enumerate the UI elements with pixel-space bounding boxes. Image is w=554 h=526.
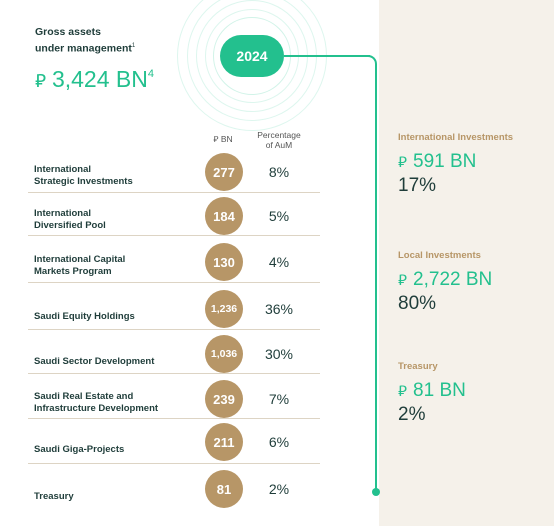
row-label-line2: Strategic Investments xyxy=(34,176,133,187)
footnote-marker: 1 xyxy=(131,43,136,49)
bn-value-circle: 1,036 xyxy=(205,335,243,373)
bn-value-circle: 81 xyxy=(205,470,243,508)
row-label: Saudi Real Estate and Infrastructure Deve… xyxy=(34,391,158,415)
row-label: Saudi Equity Holdings xyxy=(34,311,135,323)
gross-label-line2-wrap: under management1 xyxy=(35,39,135,56)
row-label-line1: International xyxy=(34,208,92,219)
row-label-line2: Diversified Pool xyxy=(34,220,106,231)
gross-label-line2: under management xyxy=(35,42,132,55)
row-label-line1: International xyxy=(34,164,92,175)
bn-value-circle: 184 xyxy=(205,197,243,235)
summary-value: ⃁ 81 BN xyxy=(398,380,466,402)
row-label-line1: Saudi Real Estate and xyxy=(34,391,134,402)
row-divider xyxy=(28,418,320,419)
gross-label-line1: Gross assets xyxy=(35,26,101,38)
bn-value-circle: 277 xyxy=(205,153,243,191)
summary-label: International Investments xyxy=(398,132,514,143)
percentage-value: 2% xyxy=(268,481,290,497)
footnote-marker: 4 xyxy=(147,68,154,80)
ring xyxy=(187,0,317,121)
connector-corner xyxy=(368,55,377,66)
row-divider xyxy=(28,282,320,283)
percentage-value: 36% xyxy=(264,301,294,317)
row-divider xyxy=(28,373,320,374)
bn-value-circle: 1,236 xyxy=(205,290,243,328)
percentage-value: 7% xyxy=(268,391,290,407)
row-label-line1: Saudi Equity Holdings xyxy=(34,311,135,322)
riyal-currency-icon: ⃁ xyxy=(213,134,219,144)
summary-value-amount: 591 BN xyxy=(413,151,477,172)
row-label: International Strategic Investments xyxy=(34,164,133,188)
row-label: International Capital Markets Program xyxy=(34,254,125,278)
riyal-currency-icon: ⃁ xyxy=(398,154,408,171)
row-label: Saudi Giga-Projects xyxy=(34,444,124,456)
summary-value: ⃁ 2,722 BN xyxy=(398,269,492,291)
row-label-line2: Markets Program xyxy=(34,266,112,277)
summary-label: Treasury xyxy=(398,361,438,372)
percentage-value: 30% xyxy=(264,346,294,362)
row-label-line1: Saudi Giga-Projects xyxy=(34,444,125,455)
bn-value-circle: 239 xyxy=(205,380,243,418)
year-badge: 2024 xyxy=(220,35,284,77)
summary-percentage: 2% xyxy=(398,404,426,425)
row-label-line1: Treasury xyxy=(34,491,74,502)
bn-value-circle: 130 xyxy=(205,243,243,281)
riyal-currency-icon: ⃁ xyxy=(398,383,408,400)
bn-value-circle: 211 xyxy=(205,423,243,461)
summary-value-amount: 2,722 BN xyxy=(413,269,493,290)
column-header-percentage: Percentage of AuM xyxy=(249,130,309,150)
row-divider xyxy=(28,192,320,193)
riyal-currency-icon: ⃁ xyxy=(35,70,46,91)
percentage-value: 5% xyxy=(268,208,290,224)
right-summary-panel xyxy=(379,0,554,526)
connector-line-vertical xyxy=(375,64,377,492)
row-label: Saudi Sector Development xyxy=(34,356,154,368)
gross-assets-value: ⃁ 3,424 BN4 xyxy=(35,66,154,93)
summary-value-amount: 81 BN xyxy=(413,380,466,401)
summary-percentage: 17% xyxy=(398,175,437,196)
summary-international: International Investments ⃁ 591 BN 17% xyxy=(398,132,513,197)
summary-local: Local Investments ⃁ 2,722 BN 80% xyxy=(398,250,492,315)
row-label-line1: International Capital xyxy=(34,254,126,265)
summary-label: Local Investments xyxy=(398,250,481,261)
row-divider xyxy=(28,329,320,330)
row-label: International Diversified Pool xyxy=(34,208,106,232)
column-header-pct-line2: of AuM xyxy=(265,140,293,150)
row-label: Treasury xyxy=(34,491,74,503)
column-header-bn-label: BN xyxy=(220,134,233,144)
row-label-line2: Infrastructure Development xyxy=(34,403,159,414)
column-header-bn: ⃁ BN xyxy=(212,134,234,145)
percentage-value: 8% xyxy=(268,164,290,180)
row-divider xyxy=(28,235,320,236)
riyal-currency-icon: ⃁ xyxy=(398,272,408,289)
gross-assets-label: Gross assets under management1 xyxy=(35,25,135,56)
gross-value-amount: 3,424 BN xyxy=(51,66,148,92)
row-label-line1: Saudi Sector Development xyxy=(34,356,155,367)
percentage-value: 6% xyxy=(268,434,290,450)
summary-percentage: 80% xyxy=(398,293,437,314)
column-header-pct-line1: Percentage xyxy=(257,130,301,140)
connector-end-dot xyxy=(372,488,380,496)
summary-value: ⃁ 591 BN xyxy=(398,151,513,173)
percentage-value: 4% xyxy=(268,254,290,270)
summary-treasury: Treasury ⃁ 81 BN 2% xyxy=(398,361,466,426)
row-divider xyxy=(28,463,320,464)
connector-line xyxy=(284,55,370,57)
